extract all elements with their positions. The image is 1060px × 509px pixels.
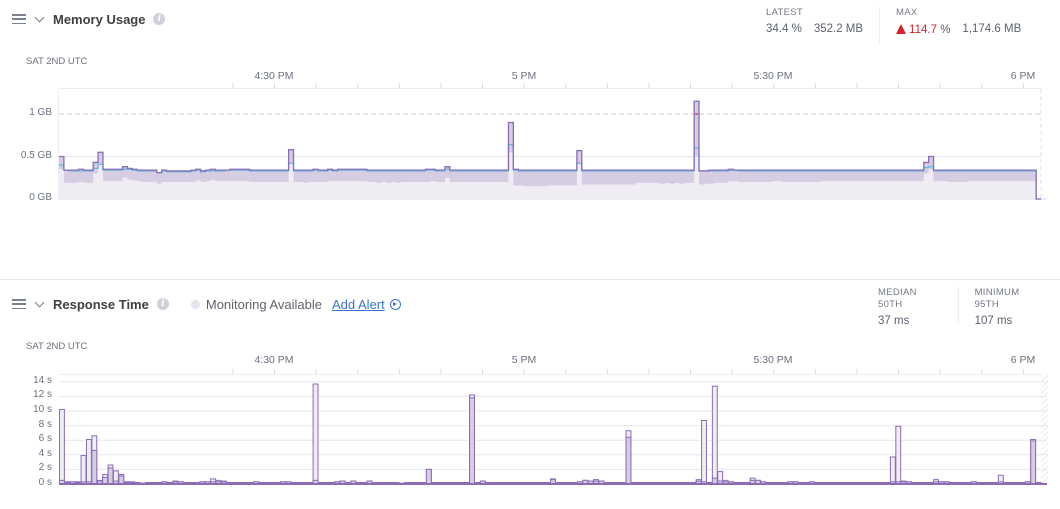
x-tick-label: 6 PM bbox=[1010, 354, 1036, 366]
monitoring-label: Monitoring Available bbox=[205, 296, 322, 312]
latest-label: LATEST bbox=[766, 7, 803, 18]
x-tick-label: 4:30 PM bbox=[254, 70, 294, 82]
minimum-stat: MINIMUM 95TH 107 ms bbox=[957, 287, 1060, 327]
memory-chart[interactable] bbox=[0, 0, 1060, 279]
x-tick-label: 5:30 PM bbox=[753, 354, 793, 366]
latest-value: 352.2 MB bbox=[813, 23, 864, 35]
drag-handle-icon[interactable] bbox=[12, 299, 26, 309]
response-title: Response Time bbox=[53, 296, 149, 312]
y-tick-label: 0 GB bbox=[29, 192, 52, 203]
info-icon[interactable]: i bbox=[156, 298, 169, 310]
response-stats: MEDIAN 50TH 37 ms MINIMUM 95TH 107 ms bbox=[862, 287, 1060, 327]
monitoring-status-icon bbox=[190, 299, 200, 309]
memory-stats: LATEST 34.4 % 352.2 MB MAX 114.7 % 1,174… bbox=[750, 7, 1037, 43]
y-tick-label: 4 s bbox=[38, 447, 52, 459]
median-stat: MEDIAN 50TH 37 ms bbox=[862, 287, 958, 327]
median-label: MEDIAN 50TH bbox=[878, 287, 917, 310]
y-tick-label: 14 s bbox=[33, 374, 52, 386]
add-alert-link[interactable]: Add Alert bbox=[331, 296, 385, 312]
y-tick-label: 1 GB bbox=[29, 107, 52, 118]
y-tick-label: 0 s bbox=[38, 477, 52, 488]
memory-header: Memory Usage i bbox=[12, 9, 166, 29]
memory-title: Memory Usage bbox=[53, 11, 146, 27]
arrow-right-circle-icon[interactable] bbox=[389, 298, 401, 310]
x-tick-label: 6 PM bbox=[1010, 70, 1036, 82]
max-percent: 114.7 bbox=[909, 24, 937, 36]
drag-handle-icon[interactable] bbox=[12, 14, 26, 24]
minimum-label: MINIMUM 95TH bbox=[974, 287, 1020, 310]
y-tick-label: 0.5 GB bbox=[20, 149, 52, 161]
x-tick-label: 5 PM bbox=[511, 70, 537, 82]
median-value: 37 ms bbox=[878, 315, 910, 327]
response-time-chart[interactable] bbox=[0, 280, 1060, 509]
x-tick-label: 4:30 PM bbox=[254, 354, 294, 366]
timezone-label: SAT 2ND UTC bbox=[26, 341, 88, 352]
minimum-value: 107 ms bbox=[974, 315, 1013, 327]
latest-percent: 34.4 % bbox=[766, 23, 802, 35]
x-tick-label: 5 PM bbox=[511, 354, 537, 366]
y-tick-label: 8 s bbox=[38, 418, 52, 430]
max-value: 1,174.6 MB bbox=[962, 23, 1022, 35]
y-tick-label: 12 s bbox=[33, 389, 52, 401]
warning-icon bbox=[896, 24, 907, 34]
max-percent-unit: % bbox=[940, 24, 951, 36]
memory-usage-panel: Memory Usage i LATEST 34.4 % 352.2 MB MA… bbox=[0, 0, 1060, 279]
y-tick-label: 2 s bbox=[38, 462, 52, 474]
response-time-panel: Response Time i Monitoring Available Add… bbox=[0, 279, 1060, 508]
timezone-label: SAT 2ND UTC bbox=[26, 56, 88, 67]
max-stat: MAX 114.7 % 1,174.6 MB bbox=[879, 7, 1037, 43]
y-tick-label: 10 s bbox=[33, 404, 52, 415]
x-tick-label: 5:30 PM bbox=[753, 70, 793, 82]
max-label: MAX bbox=[896, 7, 918, 18]
info-icon[interactable]: i bbox=[153, 13, 166, 25]
latest-stat: LATEST 34.4 % 352.2 MB bbox=[750, 7, 879, 43]
y-tick-label: 6 s bbox=[38, 433, 52, 445]
response-header: Response Time i Monitoring Available Add… bbox=[12, 294, 401, 314]
